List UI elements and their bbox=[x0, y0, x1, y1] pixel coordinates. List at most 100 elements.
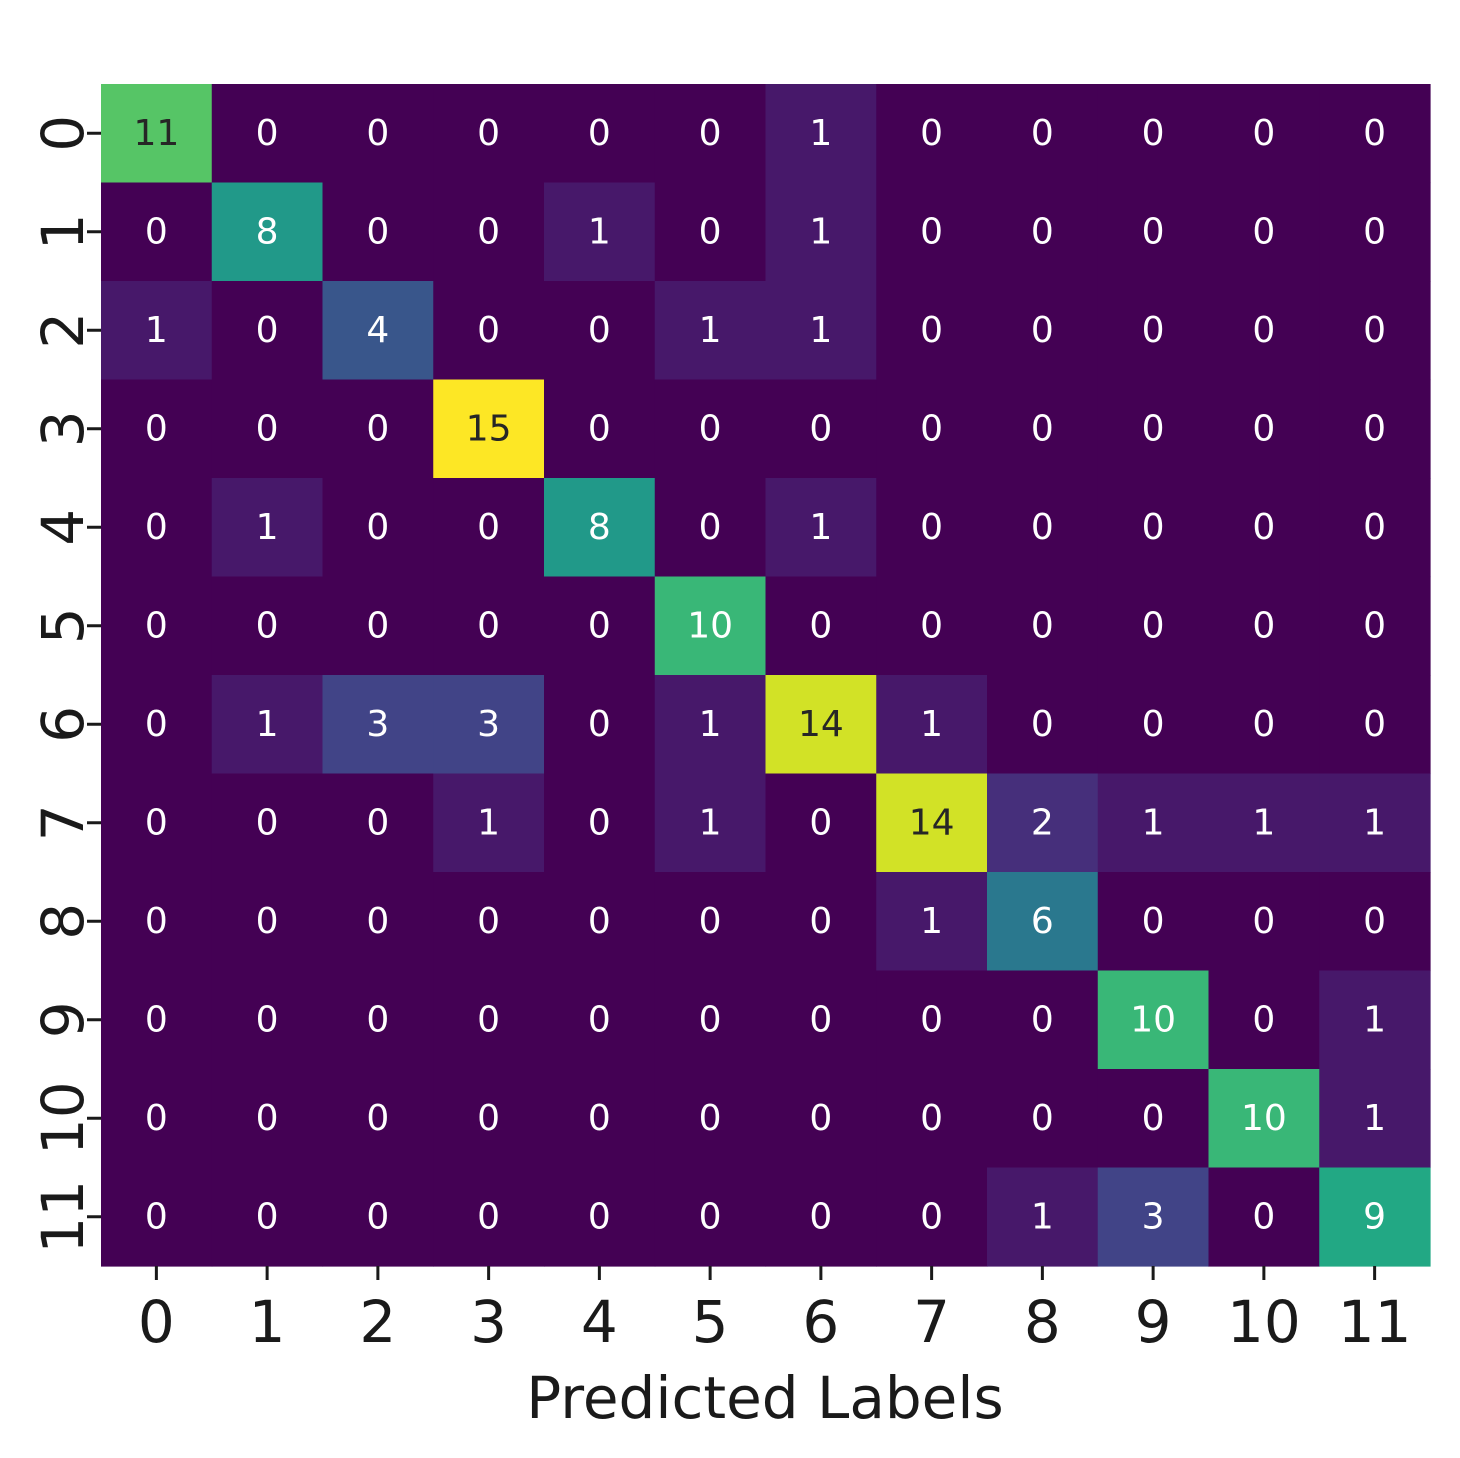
cell-value-label-r0-c11: 0 bbox=[1363, 113, 1386, 154]
cell-value-label-r6-c1: 1 bbox=[256, 704, 279, 745]
x-tick-label-8: 8 bbox=[1024, 1288, 1061, 1356]
cell-value-label-r11-c0: 0 bbox=[145, 1196, 168, 1237]
cell-value-label-r10-c3: 0 bbox=[477, 1098, 500, 1139]
y-tick-label-0: 0 bbox=[29, 115, 97, 152]
cell-value-label-r0-c1: 0 bbox=[256, 113, 279, 154]
cell-value-label-r2-c3: 0 bbox=[477, 310, 500, 351]
heatmap-cell-r1-c10 bbox=[1208, 182, 1320, 282]
cell-value-label-r7-c1: 0 bbox=[256, 802, 279, 843]
heatmap-cell-r5-c3 bbox=[433, 576, 545, 676]
heatmap-cell-r7-c3 bbox=[433, 773, 545, 873]
y-axis-ticks: 0 1 2 3 4 5 6 7 8 9 10 11 bbox=[29, 115, 101, 1254]
cell-value-label-r8-c4: 0 bbox=[588, 901, 611, 942]
cell-value-label-r2-c9: 0 bbox=[1142, 310, 1165, 351]
cell-value-label-r8-c8: 6 bbox=[1031, 901, 1054, 942]
heatmap-cell-r11-c0 bbox=[101, 1167, 213, 1267]
heatmap-cell-r2-c9 bbox=[1097, 281, 1210, 381]
cell-value-label-r9-c9: 10 bbox=[1130, 999, 1176, 1040]
cell-value-label-r10-c7: 0 bbox=[920, 1098, 943, 1139]
heatmap-cell-r6-c11 bbox=[1319, 675, 1431, 775]
y-tick-label-7: 7 bbox=[29, 804, 97, 841]
heatmap-cell-r1-c2 bbox=[322, 182, 434, 282]
cell-value-label-r10-c1: 0 bbox=[256, 1098, 279, 1139]
cell-value-label-r6-c6: 14 bbox=[798, 704, 844, 745]
x-tick-label-2: 2 bbox=[359, 1288, 396, 1356]
cell-value-label-r4-c8: 0 bbox=[1031, 507, 1054, 548]
heatmap-cell-r10-c4 bbox=[544, 1069, 656, 1169]
heatmap-cell-r11-c7 bbox=[876, 1167, 988, 1267]
y-tick-label-2: 2 bbox=[29, 312, 97, 349]
heatmap-cell-r6-c0 bbox=[101, 675, 213, 775]
heatmap-cell-r0-c3 bbox=[433, 84, 545, 184]
heatmap-cell-r6-c4 bbox=[544, 675, 656, 775]
cell-value-label-r2-c8: 0 bbox=[1031, 310, 1054, 351]
heatmap-cell-r8-c6 bbox=[765, 872, 877, 972]
x-axis-ticks: 0 1 2 3 4 5 6 7 8 9 10 11 bbox=[138, 1266, 1412, 1356]
cell-value-label-r6-c9: 0 bbox=[1142, 704, 1165, 745]
heatmap-cell-r3-c0 bbox=[101, 379, 213, 479]
heatmap-cell-r2-c6 bbox=[765, 281, 877, 381]
cell-value-label-r2-c1: 0 bbox=[256, 310, 279, 351]
cell-value-label-r0-c4: 0 bbox=[588, 113, 611, 154]
x-tick-label-3: 3 bbox=[470, 1288, 507, 1356]
cell-value-label-r11-c8: 1 bbox=[1031, 1196, 1054, 1237]
heatmap-cell-r0-c2 bbox=[322, 84, 434, 184]
cell-value-label-r7-c3: 1 bbox=[477, 802, 500, 843]
cell-value-label-r5-c8: 0 bbox=[1031, 605, 1054, 646]
cell-value-label-r3-c6: 0 bbox=[809, 408, 832, 449]
cell-value-label-r11-c6: 0 bbox=[809, 1196, 832, 1237]
heatmap-cell-r1-c3 bbox=[433, 182, 545, 282]
heatmap-cell-r8-c4 bbox=[544, 872, 656, 972]
cell-value-label-r0-c9: 0 bbox=[1142, 113, 1165, 154]
heatmap-cell-r11-c3 bbox=[433, 1167, 545, 1267]
heatmap-cell-r6-c6 bbox=[765, 675, 877, 775]
cell-value-label-r8-c5: 0 bbox=[699, 901, 722, 942]
cell-value-label-r9-c5: 0 bbox=[699, 999, 722, 1040]
heatmap-cell-r9-c4 bbox=[544, 970, 656, 1070]
cell-value-label-r0-c3: 0 bbox=[477, 113, 500, 154]
cell-value-label-r2-c11: 0 bbox=[1363, 310, 1386, 351]
y-tick-label-9: 9 bbox=[29, 1001, 97, 1038]
cell-value-label-r8-c10: 0 bbox=[1252, 901, 1275, 942]
cell-value-label-r1-c2: 0 bbox=[366, 211, 389, 252]
cell-value-label-r3-c8: 0 bbox=[1031, 408, 1054, 449]
heatmap-cell-r4-c9 bbox=[1097, 478, 1210, 578]
heatmap-cell-r1-c1 bbox=[211, 182, 324, 282]
heatmap-cell-r6-c7 bbox=[876, 675, 988, 775]
heatmap-cell-r8-c0 bbox=[101, 872, 213, 972]
cell-value-label-r5-c2: 0 bbox=[366, 605, 389, 646]
cell-value-label-r10-c8: 0 bbox=[1031, 1098, 1054, 1139]
heatmap-cell-r0-c11 bbox=[1319, 84, 1431, 184]
cell-value-label-r0-c7: 0 bbox=[920, 113, 943, 154]
heatmap-cell-r1-c7 bbox=[876, 182, 988, 282]
heatmap-cell-r8-c1 bbox=[211, 872, 324, 972]
y-tick-label-6: 6 bbox=[29, 706, 97, 743]
heatmap-cell-r11-c1 bbox=[211, 1167, 324, 1267]
cell-value-label-r1-c5: 0 bbox=[699, 211, 722, 252]
heatmap-cell-r2-c11 bbox=[1319, 281, 1431, 381]
x-tick-label-6: 6 bbox=[802, 1288, 839, 1356]
cell-value-label-r2-c2: 4 bbox=[366, 310, 389, 351]
cell-value-label-r9-c11: 1 bbox=[1363, 999, 1386, 1040]
heatmap-cell-r9-c3 bbox=[433, 970, 545, 1070]
heatmap-cell-r3-c10 bbox=[1208, 379, 1320, 479]
heatmap-cell-r10-c2 bbox=[322, 1069, 434, 1169]
cell-value-label-r7-c0: 0 bbox=[145, 802, 168, 843]
cell-value-label-r10-c9: 0 bbox=[1142, 1098, 1165, 1139]
cell-value-label-r11-c3: 0 bbox=[477, 1196, 500, 1237]
heatmap-cell-r9-c2 bbox=[322, 970, 434, 1070]
heatmap-cell-r6-c2 bbox=[322, 675, 434, 775]
heatmap-cell-r8-c10 bbox=[1208, 872, 1320, 972]
cell-value-label-r3-c1: 0 bbox=[256, 408, 279, 449]
cell-value-label-r6-c4: 0 bbox=[588, 704, 611, 745]
heatmap-cell-r4-c5 bbox=[654, 478, 767, 578]
heatmap-cell-r3-c5 bbox=[654, 379, 767, 479]
cell-value-label-r11-c9: 3 bbox=[1142, 1196, 1165, 1237]
heatmap-cell-labels: 11 0 0 0 0 0 1 0 0 0 0 00 8 0 0 1 0 1 0 0 0 0 01 0 4 0 0 1 1 0 0 0 0 00 0 0… bbox=[133, 113, 1386, 1238]
heatmap-cell-r5-c2 bbox=[322, 576, 434, 676]
heatmap-cell-r6-c8 bbox=[987, 675, 1099, 775]
heatmap-cell-r1-c11 bbox=[1319, 182, 1431, 282]
x-tick-label-4: 4 bbox=[581, 1288, 618, 1356]
heatmap-cell-r10-c11 bbox=[1319, 1069, 1431, 1169]
heatmap-cell-r5-c4 bbox=[544, 576, 656, 676]
